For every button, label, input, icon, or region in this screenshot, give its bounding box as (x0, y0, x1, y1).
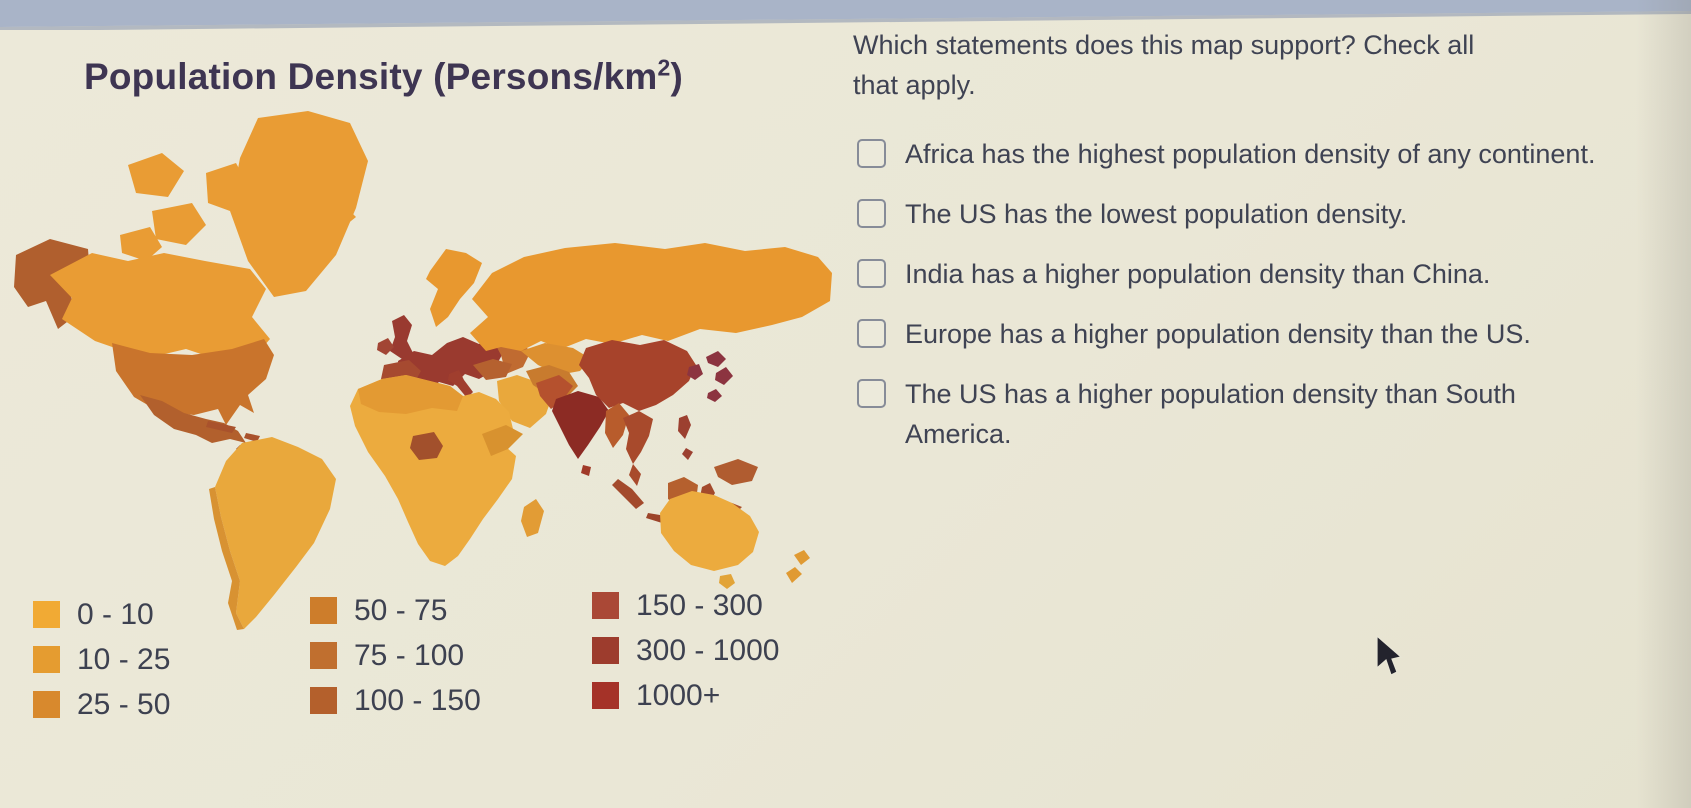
region-us-shape (112, 339, 274, 425)
region-arctic-islands-shape (120, 153, 250, 261)
legend-label: 300 - 1000 (636, 633, 780, 667)
region-canada-shape (50, 253, 270, 361)
legend-label: 75 - 100 (354, 638, 465, 672)
region-australia-shape (660, 491, 759, 571)
option-row: Africa has the highest population densit… (857, 134, 1615, 174)
legend-swatch (310, 687, 337, 714)
legend-label: 1000+ (636, 678, 721, 712)
option-label: The US has a higher population density t… (905, 379, 1516, 449)
region-ireland-shape (377, 338, 394, 355)
photo-edge-shading (1636, 0, 1691, 808)
question-prompt: Which statements does this map support? … (853, 30, 1475, 100)
map-title: Population Density (Persons/km2) (84, 56, 683, 98)
option-checkbox[interactable] (857, 319, 886, 348)
region-tasmania-shape (719, 574, 735, 589)
option-row: The US has a higher population density t… (857, 374, 1615, 454)
option-checkbox[interactable] (857, 259, 886, 288)
region-myanmar-shape (605, 403, 629, 448)
region-mexico-shape (140, 395, 246, 443)
legend-item: 25 - 50 (33, 688, 170, 721)
region-new-zealand-shape (786, 550, 810, 583)
option-label: The US has the lowest population density… (905, 199, 1408, 229)
map-title-superscript: 2 (657, 54, 671, 81)
region-italy-shape (448, 370, 473, 398)
legend-swatch (592, 637, 619, 664)
mouse-cursor-icon (1376, 634, 1403, 676)
region-greenland-shape (230, 111, 368, 297)
legend-swatch (592, 682, 619, 709)
legend-item: 0 - 10 (33, 598, 170, 631)
region-central-asia-shape (521, 343, 591, 375)
legend-swatch (33, 601, 60, 628)
legend-column-3: 150 - 300 300 - 1000 1000+ (592, 589, 779, 712)
legend-item: 75 - 100 (310, 639, 481, 672)
region-madagascar-shape (521, 499, 544, 537)
region-south-america-shape (215, 437, 336, 629)
region-korea-shape (687, 364, 703, 380)
region-philippines-shape (678, 415, 693, 460)
legend-item: 10 - 25 (33, 643, 170, 676)
region-africa-shape (350, 375, 516, 566)
legend-label: 100 - 150 (354, 683, 481, 717)
option-label: Europe has a higher population density t… (905, 319, 1531, 349)
legend-swatch (33, 691, 60, 718)
option-label: Africa has the highest population densit… (905, 139, 1596, 169)
legend-label: 50 - 75 (354, 593, 448, 627)
legend-label: 25 - 50 (77, 687, 171, 721)
option-checkbox[interactable] (857, 379, 886, 408)
option-row: India has a higher population density th… (857, 254, 1615, 294)
legend-item: 1000+ (592, 679, 779, 712)
legend-label: 10 - 25 (77, 642, 171, 676)
option-label: India has a higher population density th… (905, 259, 1491, 289)
legend-swatch (310, 597, 337, 624)
region-europe-shape (398, 337, 502, 392)
legend-label: 150 - 300 (636, 588, 763, 622)
region-uk-shape (390, 315, 413, 359)
region-nigeria-shape (410, 432, 443, 460)
options-list: Africa has the highest population densit… (857, 134, 1615, 454)
legend-column-1: 0 - 10 10 - 25 25 - 50 (33, 598, 170, 721)
region-china-shape (579, 340, 696, 411)
region-russia-shape (470, 243, 832, 351)
option-checkbox[interactable] (857, 139, 886, 168)
legend-item: 300 - 1000 (592, 634, 779, 667)
region-andes-strip-shape (209, 487, 244, 630)
world-map-choropleth (14, 111, 832, 630)
region-sri-lanka-shape (581, 465, 591, 476)
legend-label: 0 - 10 (77, 597, 154, 631)
legend-item: 150 - 300 (592, 589, 779, 622)
legend-item: 50 - 75 (310, 594, 481, 627)
region-malay-peninsula-shape (629, 464, 641, 486)
region-horn-of-africa-shape (482, 425, 523, 456)
region-new-guinea-shape (714, 459, 758, 485)
legend-column-2: 50 - 75 75 - 100 100 - 150 (310, 594, 481, 717)
region-caribbean-shape (206, 421, 260, 442)
region-japan-shape (706, 351, 733, 402)
legend-item: 100 - 150 (310, 684, 481, 717)
legend-swatch (310, 642, 337, 669)
region-indochina-shape (623, 411, 653, 464)
legend-swatch (33, 646, 60, 673)
map-title-text: Population Density (Persons/km (84, 56, 658, 97)
region-turkey-shape (473, 359, 512, 380)
region-north-africa-shape (358, 375, 463, 414)
option-row: The US has the lowest population density… (857, 194, 1615, 234)
region-scandinavia-shape (426, 249, 482, 327)
region-sumatra-shape (612, 479, 644, 509)
option-checkbox[interactable] (857, 199, 886, 228)
option-row: Europe has a higher population density t… (857, 314, 1615, 354)
legend-swatch (592, 592, 619, 619)
region-pakistan-shape (536, 375, 573, 409)
map-title-suffix: ) (670, 56, 683, 97)
region-iceland-shape (332, 209, 356, 225)
region-india-shape (552, 391, 609, 459)
